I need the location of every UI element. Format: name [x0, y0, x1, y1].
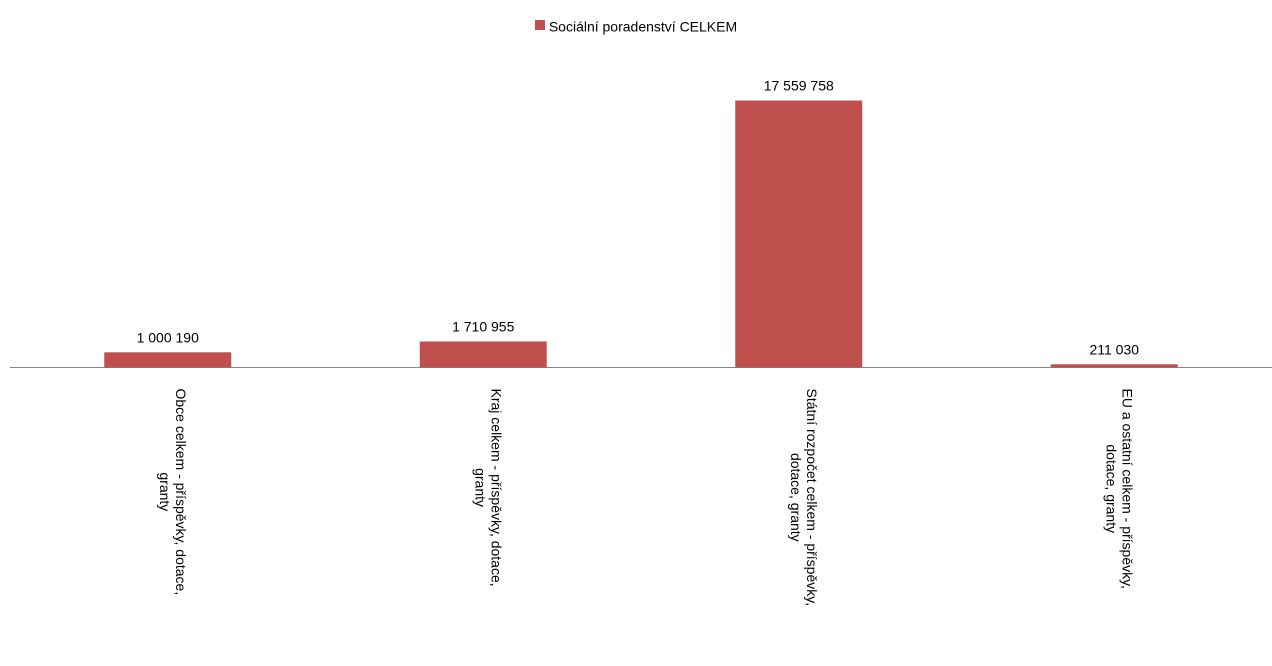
x-tick-label-line: granty	[472, 468, 488, 507]
data-label: 1 000 190	[137, 329, 199, 345]
x-tick-label-line: Obce celkem - příspěvky, dotace,	[173, 389, 189, 596]
x-tick-label-line: Kraj celkem - příspěvky, dotace,	[488, 389, 504, 587]
legend-swatch	[534, 20, 545, 31]
data-label: 17 559 758	[764, 78, 834, 94]
bar	[419, 341, 547, 368]
chart-legend: Sociální poradenství CELKEM	[0, 17, 1272, 34]
data-label: 1 710 955	[452, 318, 514, 334]
x-tick-label: EU a ostatní celkem - příspěvky,dotace, …	[1103, 389, 1135, 589]
x-tick-label-line: EU a ostatní celkem - příspěvky,	[1119, 389, 1135, 589]
data-label: 211 030	[1089, 341, 1139, 357]
legend-label: Sociální poradenství CELKEM	[548, 18, 738, 35]
x-tick-label: Kraj celkem - příspěvky, dotace,granty	[472, 389, 504, 587]
bar	[104, 352, 232, 368]
x-tick-label-line: dotace, granty	[1103, 444, 1119, 533]
bar	[735, 100, 863, 368]
x-tick-label-line: dotace, granty	[788, 453, 804, 542]
x-tick-label-line: granty	[157, 472, 173, 511]
x-tick-label: Státní rozpočet celkem - příspěvky,dotac…	[788, 389, 820, 607]
bar	[1050, 364, 1178, 368]
x-tick-label-line: Státní rozpočet celkem - příspěvky,	[804, 389, 820, 607]
x-tick-label: Obce celkem - příspěvky, dotace,granty	[157, 389, 189, 596]
